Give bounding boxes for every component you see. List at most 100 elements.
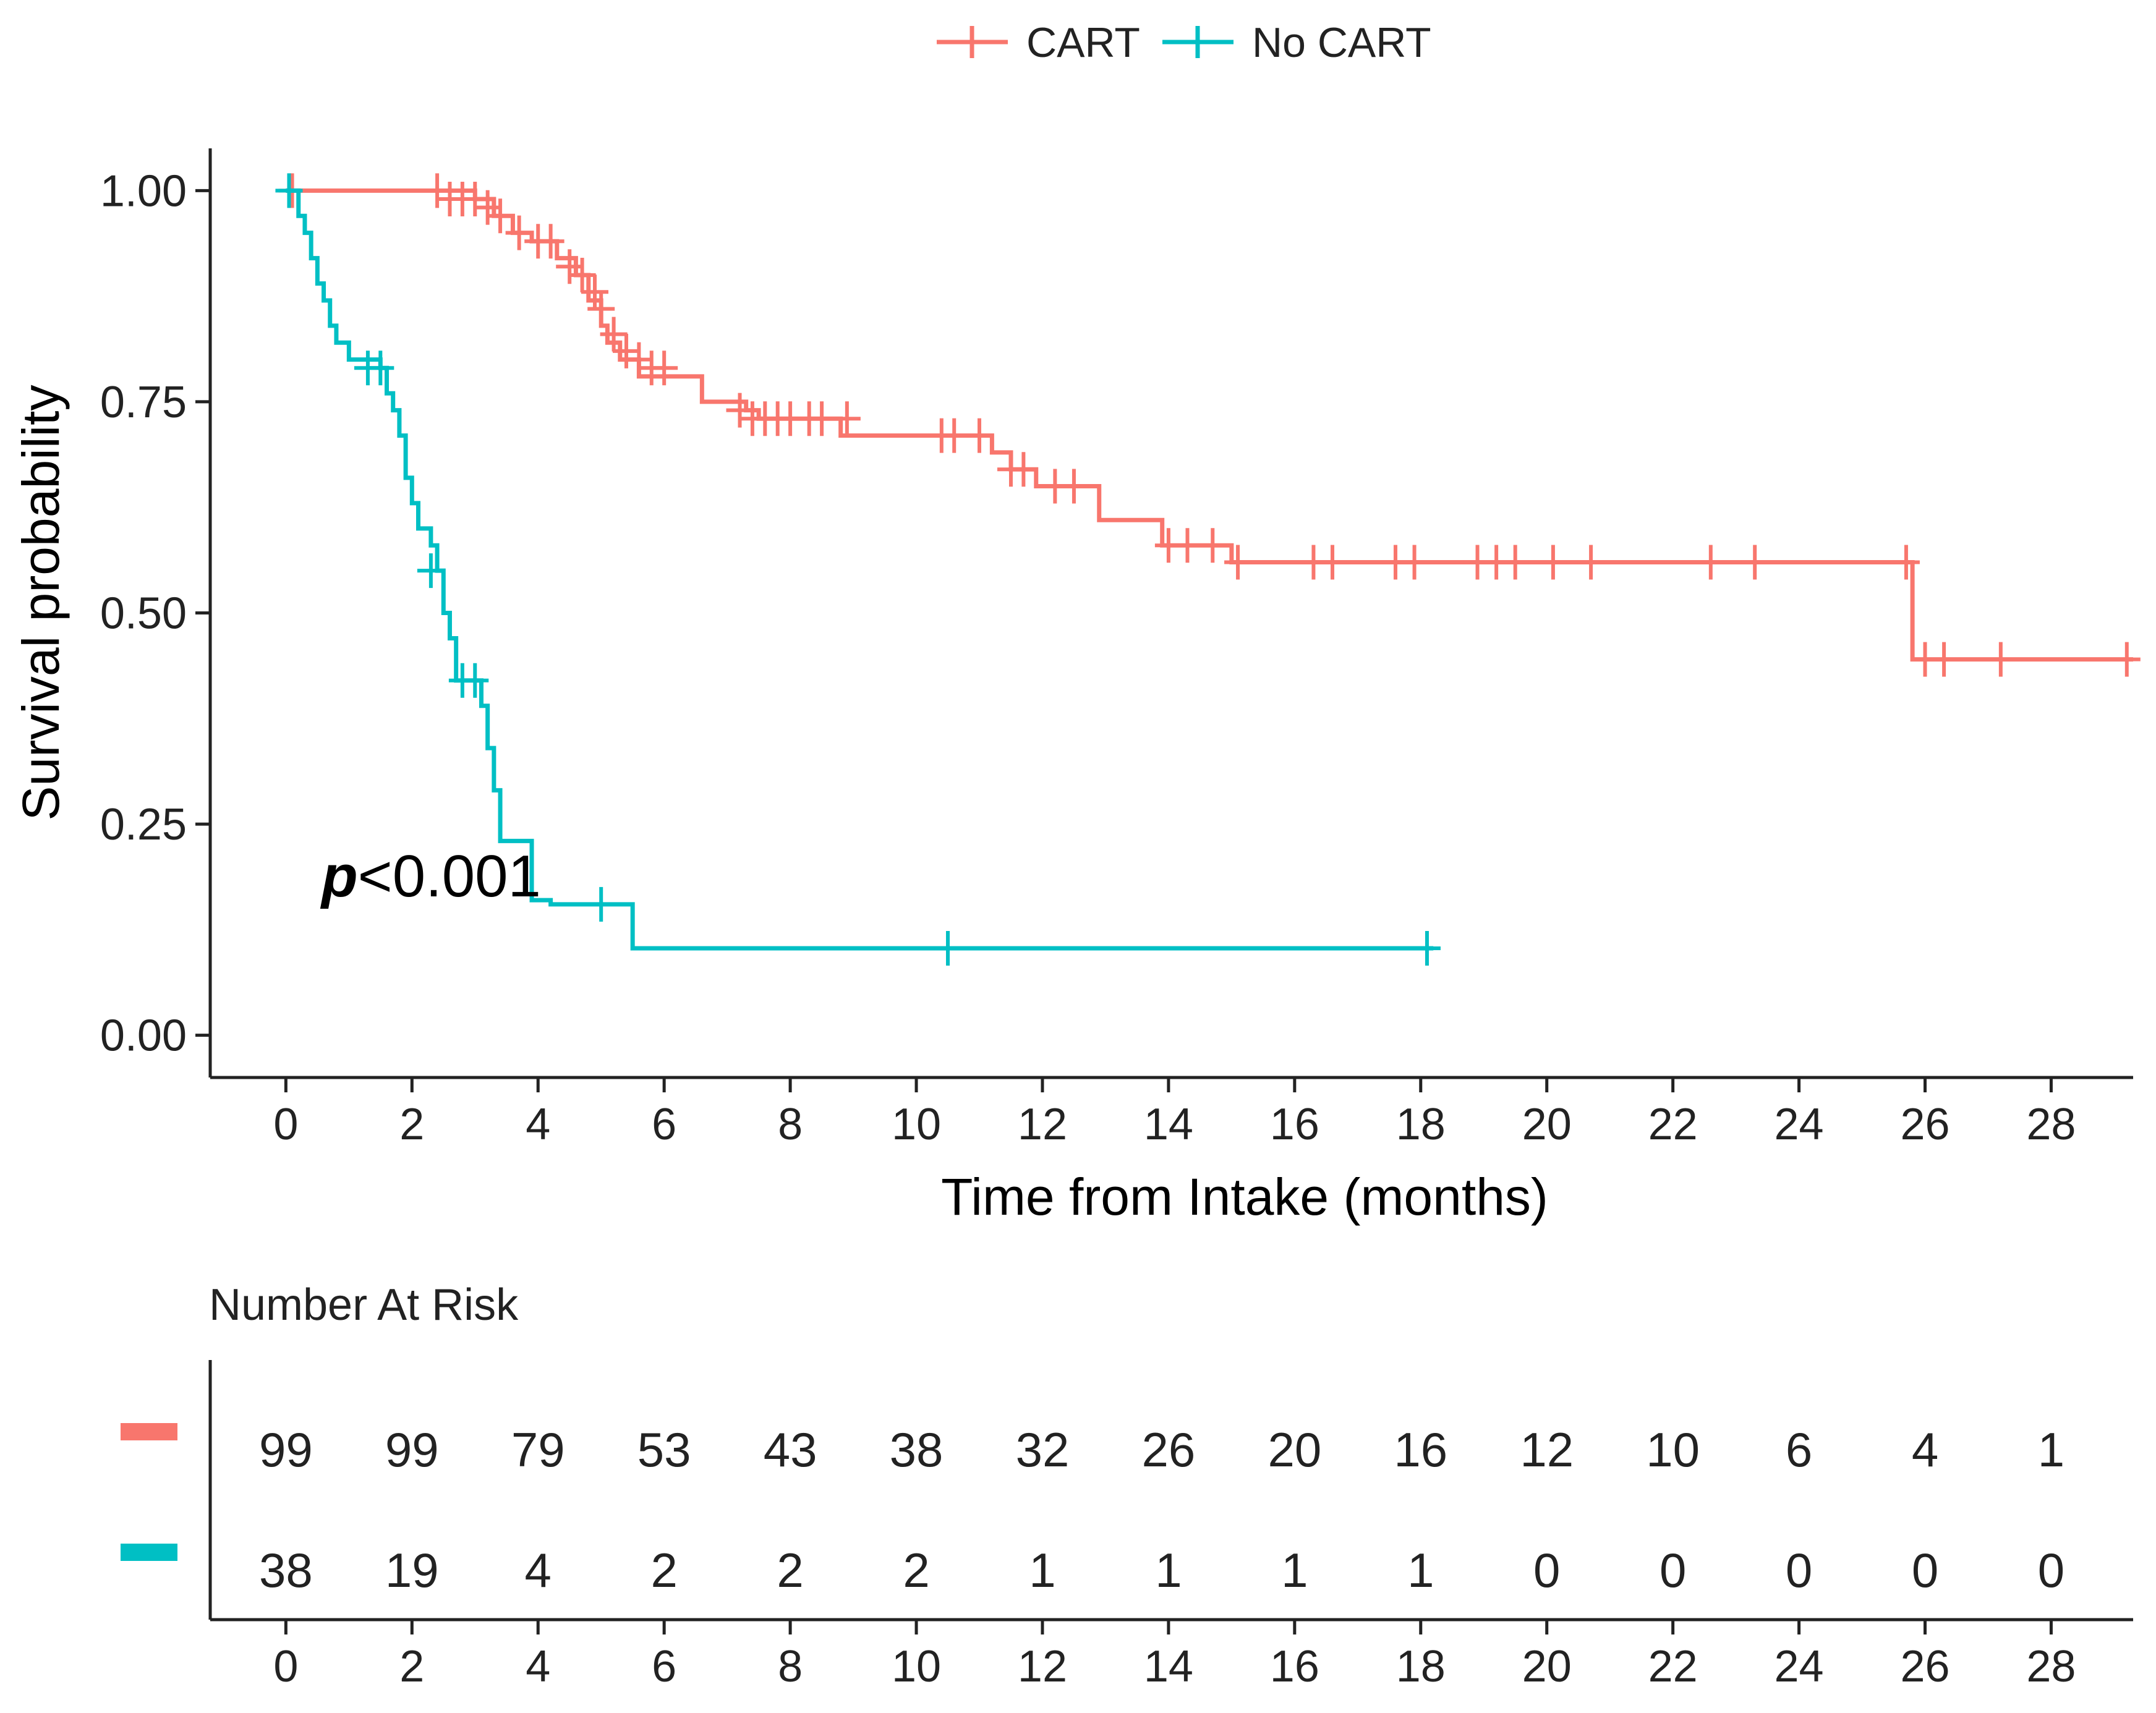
- risk-cell-cart: 32: [1016, 1422, 1070, 1477]
- censor-mark-cart: [487, 198, 514, 234]
- censor-mark-no-cart: [934, 930, 962, 966]
- risk-cell-no-cart: 0: [2038, 1543, 2064, 1597]
- y-tick-label: 0.00: [100, 1011, 187, 1061]
- axes: [208, 148, 2133, 1079]
- x-tick-label: 6: [652, 1100, 676, 1149]
- x-tick-label: 10: [892, 1100, 941, 1149]
- legend: CART No CART: [937, 19, 1431, 66]
- risk-x-tick-label: 18: [1396, 1642, 1446, 1691]
- censor-mark-cart: [1741, 545, 1769, 580]
- censor-mark-no-cart: [417, 553, 445, 589]
- x-ticks: 0 2 4 6 8 10 12 14 16 18 20 22 24 26 28: [273, 1078, 2076, 1149]
- risk-cell-no-cart: 1: [1029, 1543, 1055, 1597]
- censor-mark-cart: [650, 351, 678, 386]
- y-axis-title: Survival probability: [12, 385, 70, 821]
- risk-cell-cart: 43: [764, 1422, 817, 1477]
- legend-label-no-cart: No CART: [1252, 19, 1431, 66]
- risk-cell-cart: 16: [1394, 1422, 1447, 1477]
- risk-cell-no-cart: 2: [777, 1543, 803, 1597]
- x-tick-label: 18: [1396, 1100, 1446, 1149]
- x-tick-label: 0: [273, 1100, 298, 1149]
- censor-mark-cart: [461, 181, 489, 216]
- risk-cell-no-cart: 1: [1155, 1543, 1182, 1597]
- risk-cell-no-cart: 4: [525, 1543, 552, 1597]
- x-tick-label: 12: [1018, 1100, 1067, 1149]
- risk-cell-no-cart: 2: [650, 1543, 677, 1597]
- risk-cell-cart: 1: [2038, 1422, 2064, 1477]
- censor-mark-cart: [1930, 642, 1958, 677]
- risk-x-tick-label: 20: [1522, 1642, 1572, 1691]
- risk-cell-cart: 38: [890, 1422, 944, 1477]
- legend-item-cart: CART: [937, 19, 1140, 66]
- censor-mark-cart: [726, 393, 754, 428]
- risk-cell-no-cart: 2: [903, 1543, 929, 1597]
- legend-item-no-cart: No CART: [1162, 19, 1431, 66]
- x-tick-label: 16: [1270, 1100, 1319, 1149]
- censor-mark-cart: [1319, 545, 1347, 580]
- censor-mark-cart: [537, 224, 565, 259]
- censor-mark-cart: [1400, 545, 1428, 580]
- x-tick-label: 28: [2026, 1100, 2076, 1149]
- p-value-symbol: p: [320, 843, 358, 909]
- p-value-text: <0.001: [358, 843, 541, 909]
- censor-mark-cart: [612, 333, 640, 368]
- x-tick-label: 22: [1648, 1100, 1698, 1149]
- censor-mark-cart: [1539, 545, 1567, 580]
- risk-x-tick-label: 12: [1018, 1642, 1067, 1691]
- risk-cell-no-cart: 0: [1912, 1543, 1938, 1597]
- risk-cell-cart: 53: [637, 1422, 691, 1477]
- censor-mark-cart: [1697, 545, 1724, 580]
- x-tick-label: 2: [399, 1100, 424, 1149]
- risk-x-tick-label: 4: [526, 1642, 550, 1691]
- risk-cell-no-cart: 0: [1533, 1543, 1560, 1597]
- censor-mark-cart: [424, 173, 451, 208]
- survival-line-cart: [286, 188, 2133, 662]
- x-tick-label: 26: [1900, 1100, 1949, 1149]
- risk-x-tick-label: 26: [1900, 1642, 1949, 1691]
- censor-mark-no-cart: [461, 663, 489, 698]
- censor-mark-cart: [1577, 545, 1605, 580]
- y-tick-label: 0.25: [100, 800, 187, 849]
- legend-label-cart: CART: [1026, 19, 1140, 66]
- risk-cell-cart: 4: [1912, 1422, 1938, 1477]
- x-tick-label: 20: [1522, 1100, 1572, 1149]
- risk-row-swatch-no-cart: [121, 1544, 177, 1561]
- risk-cell-cart: 26: [1142, 1422, 1196, 1477]
- censor-mark-cart: [1060, 469, 1088, 504]
- risk-row-swatch-cart: [121, 1423, 177, 1440]
- censor-mark-cart: [966, 418, 993, 453]
- risk-cell-cart: 99: [259, 1422, 313, 1477]
- risk-cell-cart: 20: [1268, 1422, 1321, 1477]
- risk-cell-no-cart: 1: [1407, 1543, 1434, 1597]
- risk-table-x-ticks: 0 2 4 6 8 10 12 14 16 18 20 22 24 26 28: [273, 1620, 2076, 1691]
- risk-x-tick-label: 0: [273, 1642, 298, 1691]
- censor-mark-cart: [474, 190, 501, 225]
- risk-cell-cart: 6: [1786, 1422, 1812, 1477]
- risk-x-tick-label: 16: [1270, 1642, 1319, 1691]
- y-tick-label: 1.00: [100, 166, 187, 216]
- censor-mark-cart: [505, 215, 533, 250]
- risk-x-tick-label: 2: [399, 1642, 424, 1691]
- x-tick-label: 4: [526, 1100, 550, 1149]
- censor-mark-cart: [568, 257, 596, 292]
- risk-table-title: Number At Risk: [209, 1280, 519, 1330]
- risk-x-tick-label: 14: [1144, 1642, 1193, 1691]
- risk-x-tick-label: 22: [1648, 1642, 1698, 1691]
- survival-line-no-cart: [286, 188, 1434, 951]
- censor-mark-cart: [1174, 528, 1201, 563]
- censor-mark-cart: [1010, 452, 1038, 487]
- censor-mark-no-cart: [275, 173, 303, 208]
- x-tick-label: 14: [1144, 1100, 1193, 1149]
- censor-mark-no-cart: [367, 351, 394, 386]
- censor-mark-cart: [1199, 528, 1227, 563]
- censor-mark-cart: [625, 342, 653, 377]
- risk-table: Number At Risk 99 99 79 53 43 38 32 26 20 16 12 10 6…: [121, 1280, 2133, 1691]
- censor-mark-cart: [581, 274, 608, 310]
- x-tick-label: 24: [1775, 1100, 1824, 1149]
- risk-cell-cart: 99: [385, 1422, 439, 1477]
- risk-x-tick-label: 24: [1775, 1642, 1824, 1691]
- censor-mark-cart: [587, 291, 615, 326]
- risk-cell-no-cart: 0: [1660, 1543, 1686, 1597]
- risk-cell-cart: 12: [1520, 1422, 1574, 1477]
